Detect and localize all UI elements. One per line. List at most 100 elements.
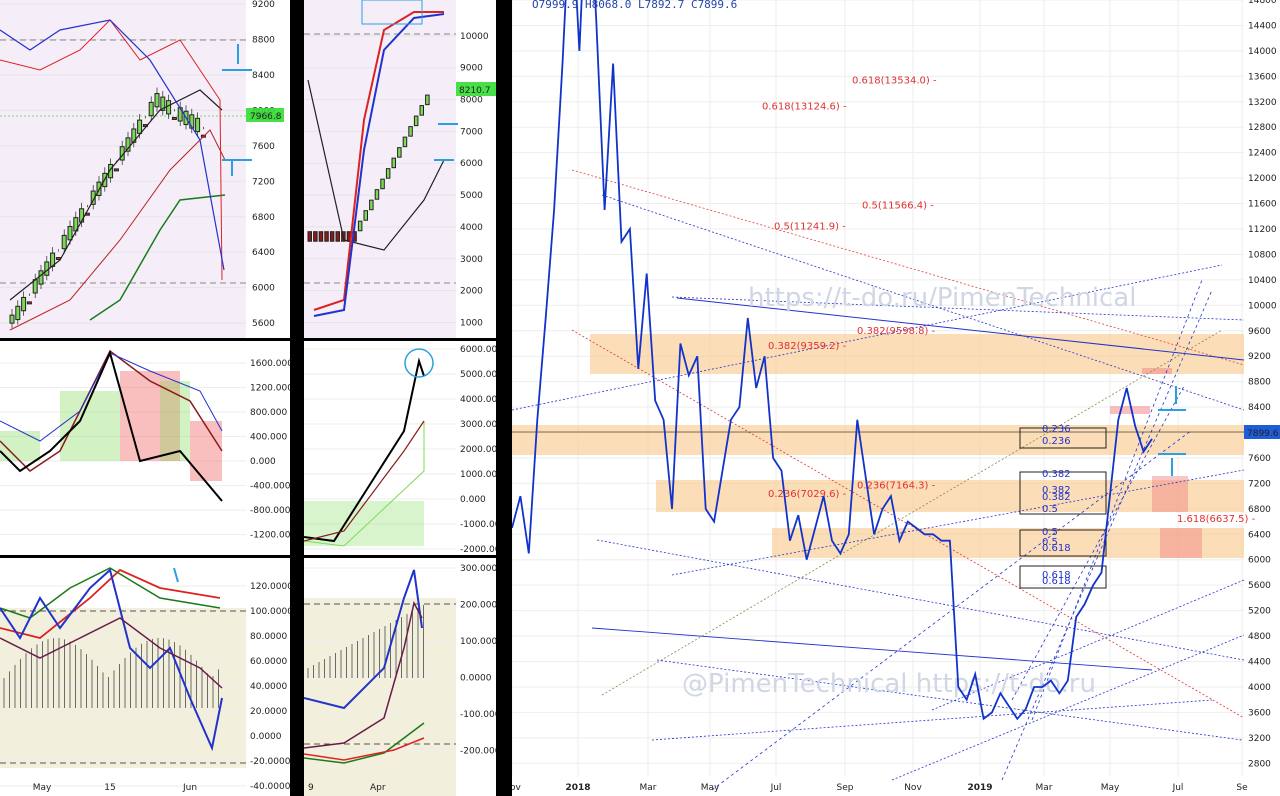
stoch-slow: [304, 722, 425, 764]
y-tick-label: 9200: [252, 0, 275, 10]
candle: [137, 119, 143, 134]
weekly-macd-chart[interactable]: 6000.000 5000.000 4000.000 3000.000 2000.000…: [304, 341, 496, 555]
y-tick-label: 7200: [252, 177, 275, 187]
y-tick-label: 9200: [1248, 352, 1271, 362]
resistance-zone: [590, 334, 1244, 374]
channel-line: [1031, 279, 1203, 721]
candle: [391, 157, 396, 169]
y-tick-label: 14000: [1248, 47, 1277, 57]
ichimoku-bg: [304, 0, 456, 338]
candle: [380, 178, 385, 190]
daily-price-chart[interactable]: 5600600064006800720076008000840088009200…: [0, 0, 290, 338]
y-tick-label: 5600: [1248, 581, 1271, 591]
y-tick-label: 6800: [1248, 505, 1271, 515]
osc-line: [0, 350, 223, 502]
candle: [408, 126, 413, 137]
y-tick-label: -400.000: [250, 482, 290, 492]
y-tick-label: 11600: [1248, 200, 1277, 210]
fib-level-label: 0.236(7164.3) -: [857, 481, 936, 492]
fib-box-label: 0.382: [1042, 485, 1071, 496]
histogram-area: [190, 421, 222, 481]
ma-line: [9, 129, 226, 331]
candle: [108, 163, 114, 179]
candle: [318, 231, 324, 242]
fib-box-label: 0.382: [1042, 492, 1071, 503]
y-tick-label: 1600.000: [250, 359, 290, 369]
y-tick-label: 100.0000: [250, 607, 290, 617]
main-bg: [512, 0, 1280, 796]
y-tick-label: 1000: [460, 318, 483, 328]
candle: [195, 117, 201, 133]
ma-line: [89, 194, 226, 321]
y-tick-label: 4400: [1248, 658, 1271, 668]
candle: [402, 136, 408, 148]
candle: [148, 101, 154, 117]
y-tick-label: 3000.000: [460, 420, 496, 430]
y-axis-bg: [456, 341, 496, 555]
y-tick-label: 5000.000: [460, 370, 496, 380]
candle: [363, 210, 368, 221]
histogram-area: [120, 371, 180, 461]
x-tick-label: Sep: [837, 783, 854, 793]
daily-macd-chart[interactable]: 1600.000 1200.000 800.000 400.000 0.000 -400.…: [0, 341, 290, 555]
y-tick-label: 20.0000: [250, 707, 287, 717]
fib-level-label: 0.618(13124.6) -: [762, 102, 847, 113]
support-zone: [656, 480, 1244, 512]
y-tick-label: 6000: [460, 159, 483, 169]
marker-tick: [173, 567, 179, 583]
x-tick-label: 15: [104, 783, 115, 793]
fib-box-label: 0.236: [1042, 424, 1071, 435]
weekly-stoch-chart[interactable]: 300.0000 200.0000 100.0000 0.0000 -100.0000 -…: [304, 558, 496, 796]
y-tick-label: 10000: [1248, 301, 1277, 311]
y-tick-label: -1000.000: [460, 520, 496, 530]
channel-line: [601, 194, 1245, 411]
candle: [67, 226, 73, 241]
y-tick-label: 1000.000: [460, 470, 496, 480]
candle: [160, 96, 166, 111]
y-tick-label: 3000: [460, 255, 483, 265]
y-tick-label: 4000: [1248, 683, 1271, 693]
channel-line: [1001, 289, 1213, 781]
candle: [369, 199, 374, 211]
candle: [324, 231, 329, 242]
candle: [425, 94, 430, 106]
y-tick-label: 9600: [1248, 327, 1271, 337]
x-tick-label: Mar: [640, 783, 657, 793]
x-tick-label: 2019: [967, 783, 992, 793]
y-tick-label: 8800: [252, 35, 275, 45]
fib-box-label: 0.236: [1042, 436, 1071, 447]
y-tick-label: -20.0000: [250, 757, 290, 767]
y-tick-label: 100.0000: [460, 637, 496, 647]
y-tick-label: -100.0000: [460, 710, 496, 720]
fib-level-label: 0.5(11241.9) -: [774, 221, 846, 232]
candle: [26, 301, 32, 305]
x-tick-label: Jun: [182, 783, 197, 793]
weekly-price-chart[interactable]: 1000 2000 3000 4000 5000 6000 7000 8000 9000 1000…: [304, 0, 496, 338]
candle: [61, 234, 67, 250]
y-tick-label: -800.000: [250, 506, 290, 516]
support-zone: [512, 425, 1244, 455]
main-price-chart[interactable]: Nov 2018 Mar May Jul Sep Nov 2019 Mar May Jul Se 280…: [512, 0, 1280, 796]
stoch-slow: [0, 567, 221, 619]
candle: [21, 296, 27, 312]
y-tick-label: 6800: [252, 213, 275, 223]
fib-box-label: 0.5: [1042, 527, 1058, 538]
y-tick-label: 5200: [1248, 607, 1271, 617]
x-tick-label: Nov: [904, 783, 922, 793]
y-tick-label: 8000: [460, 96, 483, 106]
y-tick-label: 8800: [1248, 378, 1271, 388]
support-zone: [772, 528, 1244, 558]
weekly-price-pane: 1000 2000 3000 4000 5000 6000 7000 8000 9000 1000…: [304, 0, 496, 338]
daily-stoch-chart[interactable]: 120.0000 100.0000 80.0000 60.0000 40.0000 20.…: [0, 558, 290, 796]
price-badge: [1244, 425, 1280, 439]
y-tick-label: 9000: [460, 64, 483, 74]
x-tick-label: 2018: [565, 783, 590, 793]
y-tick-label: 40.0000: [250, 682, 287, 692]
stoch-k: [304, 569, 423, 710]
fib-level-label: 0.5(11566.4) -: [862, 201, 934, 212]
stoch-d: [0, 617, 223, 689]
x-tick-label: Nov: [512, 783, 521, 793]
y-tick-label: 6000.000: [460, 345, 496, 355]
x-tick-label: Jul: [770, 783, 782, 793]
stoch-d: [304, 600, 423, 749]
